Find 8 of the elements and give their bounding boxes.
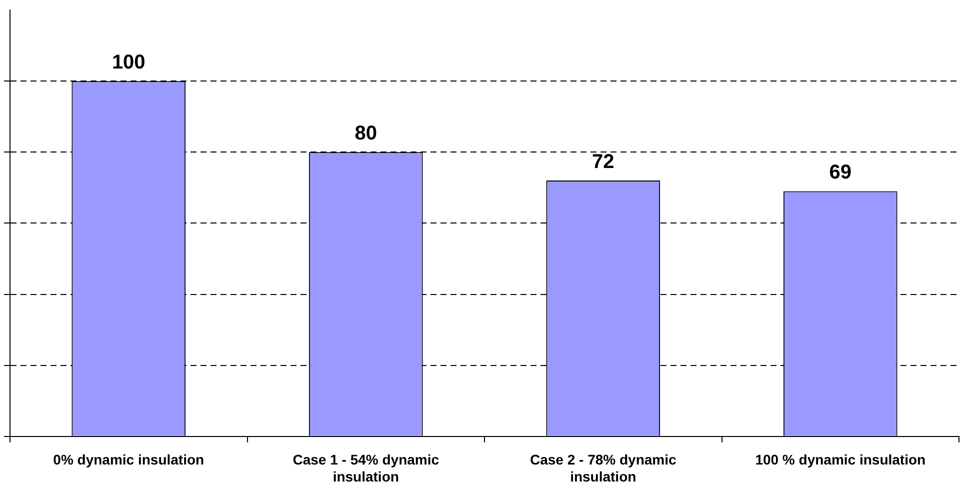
data-label: 80	[354, 122, 377, 145]
x-tick-label: 0% dynamic insulation	[53, 452, 204, 468]
data-label: 72	[592, 151, 614, 174]
data-label: 69	[829, 162, 852, 184]
x-tick-label: 100 % dynamic insulation	[755, 452, 926, 468]
x-tick-label: Case 1 - 54% dynamic insulation	[292, 452, 440, 484]
x-tick-label: Case 2 - 78% dynamic insulation	[530, 452, 676, 484]
data-label: 100	[112, 52, 146, 74]
